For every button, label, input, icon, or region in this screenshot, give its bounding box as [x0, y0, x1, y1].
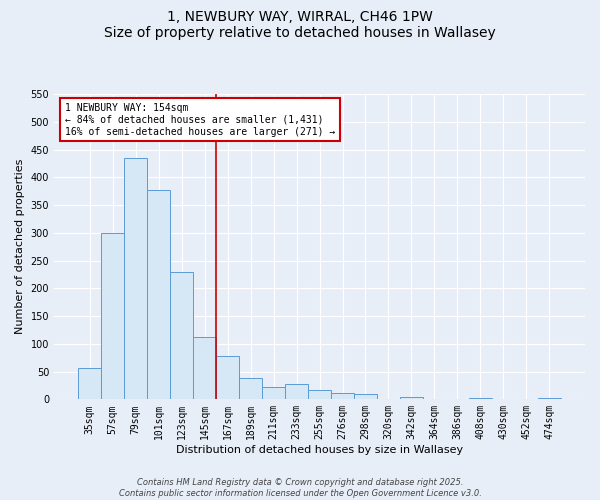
Bar	[469, 398, 492, 400]
Text: Contains HM Land Registry data © Crown copyright and database right 2025.
Contai: Contains HM Land Registry data © Crown c…	[119, 478, 481, 498]
Bar	[285, 384, 308, 400]
Bar	[124, 158, 147, 400]
Bar	[538, 398, 561, 400]
Bar	[78, 368, 101, 400]
Text: 1 NEWBURY WAY: 154sqm
← 84% of detached houses are smaller (1,431)
16% of semi-d: 1 NEWBURY WAY: 154sqm ← 84% of detached …	[65, 104, 335, 136]
Bar	[308, 390, 331, 400]
Bar	[193, 336, 216, 400]
Bar	[262, 387, 285, 400]
Bar	[216, 356, 239, 400]
Text: 1, NEWBURY WAY, WIRRAL, CH46 1PW
Size of property relative to detached houses in: 1, NEWBURY WAY, WIRRAL, CH46 1PW Size of…	[104, 10, 496, 40]
Y-axis label: Number of detached properties: Number of detached properties	[15, 159, 25, 334]
Bar	[331, 393, 354, 400]
X-axis label: Distribution of detached houses by size in Wallasey: Distribution of detached houses by size …	[176, 445, 463, 455]
Bar	[239, 378, 262, 400]
Bar	[354, 394, 377, 400]
Bar	[400, 396, 423, 400]
Bar	[101, 233, 124, 400]
Bar	[170, 272, 193, 400]
Bar	[147, 190, 170, 400]
